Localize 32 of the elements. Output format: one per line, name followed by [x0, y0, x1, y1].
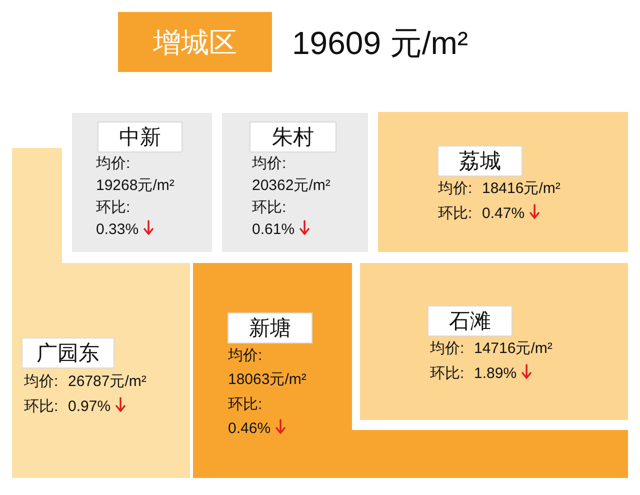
text: 环比:	[96, 199, 130, 216]
category-label: 新塘	[249, 317, 291, 340]
data-label: 0.97%	[68, 398, 111, 415]
text: 环比:	[430, 365, 464, 382]
text: 环比:	[24, 398, 58, 415]
text: 均价:	[96, 155, 130, 172]
series-label: 均价:	[23, 373, 58, 390]
data-label: 0.61%	[252, 221, 295, 238]
category-label: 荔城	[459, 150, 501, 173]
text: 19609 元/m²	[292, 25, 468, 61]
data-label: 18063元/m²	[228, 371, 306, 388]
data-label: 1.89%	[474, 365, 517, 382]
text: 均价:	[438, 180, 472, 197]
data-label: 19268元/m²	[96, 177, 174, 194]
data-label: 0.33%	[96, 221, 139, 238]
category-label: 中新	[119, 126, 161, 149]
text: 均价:	[430, 340, 464, 357]
data-label: 20362元/m²	[252, 177, 330, 194]
text: 增城区	[152, 27, 237, 58]
data-label: 14716元/m²	[474, 340, 552, 357]
text: 均价:	[228, 347, 262, 364]
category-label: 朱村	[272, 126, 314, 149]
category-label: 广园东	[36, 342, 100, 365]
data-label: 0.47%	[482, 205, 525, 222]
text: 环比:	[228, 396, 262, 413]
data-label: 18416元/m²	[482, 180, 560, 197]
data-label: 0.46%	[228, 420, 271, 437]
text: 均价:	[252, 155, 286, 172]
text: 环比:	[438, 205, 472, 222]
text: 环比:	[252, 199, 286, 216]
category-label: 石滩	[449, 310, 491, 333]
data-label: 26787元/m²	[68, 373, 146, 390]
